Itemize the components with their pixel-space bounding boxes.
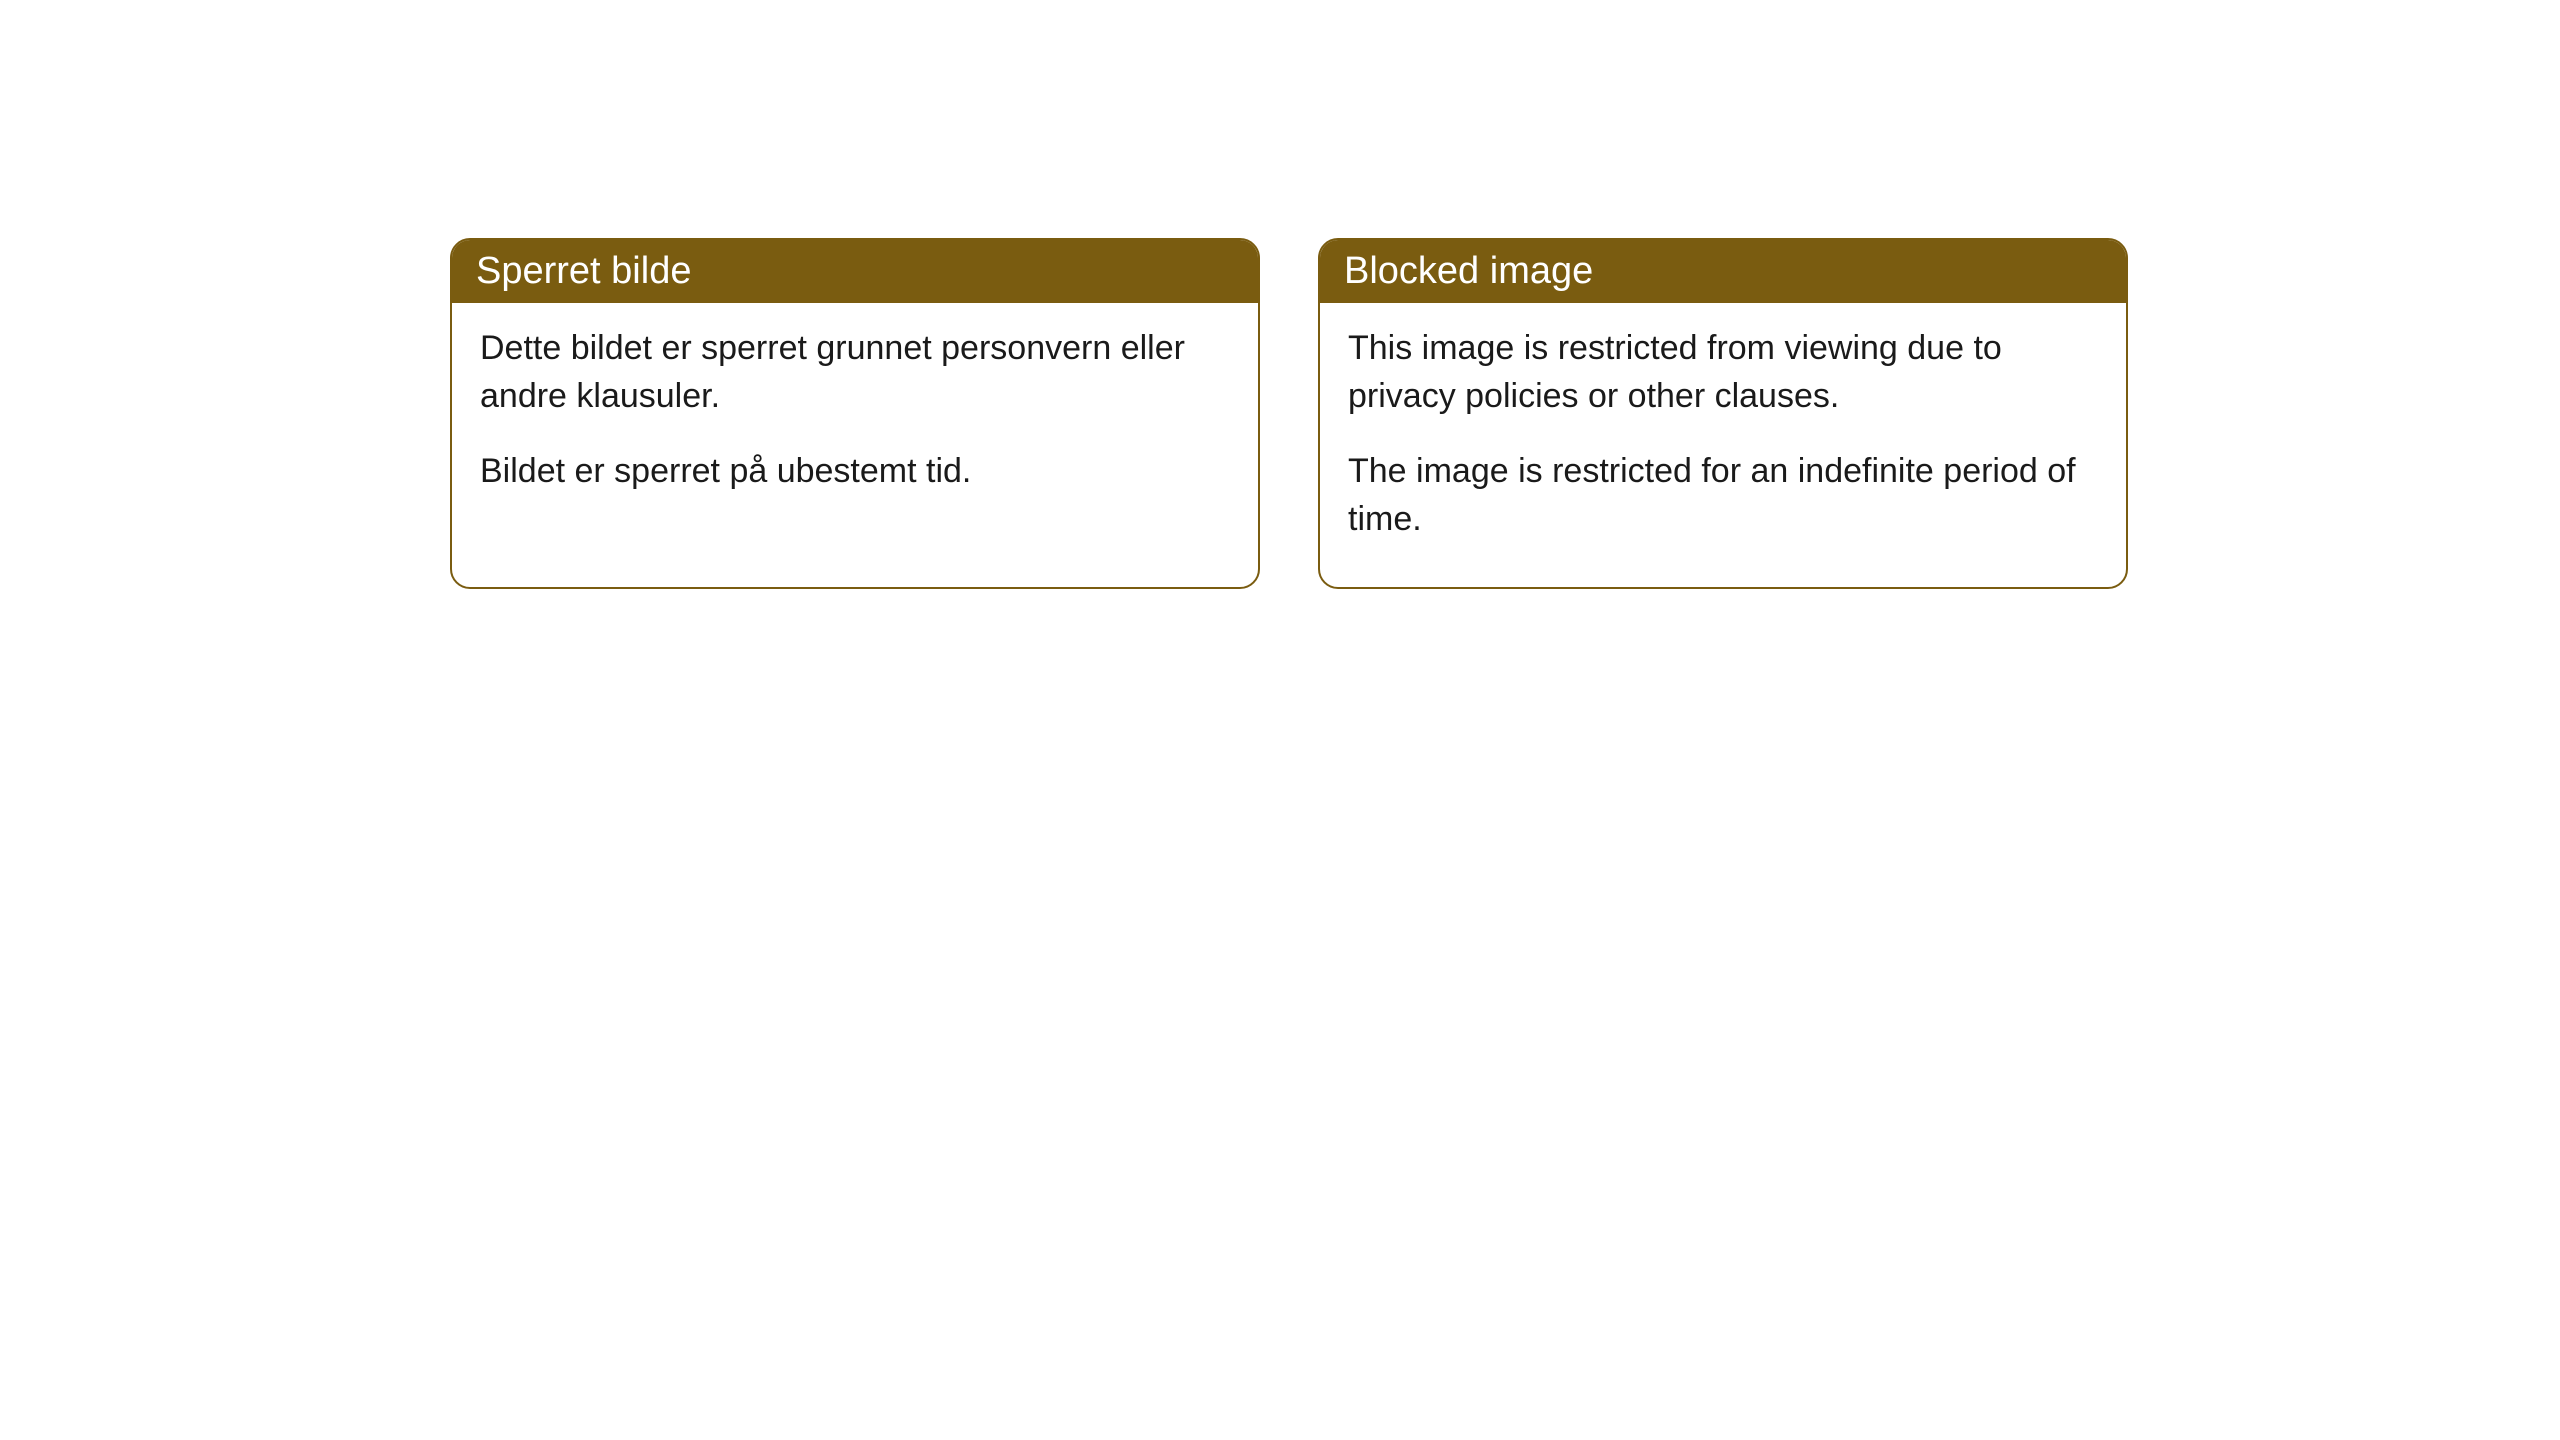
card-title: Blocked image	[1344, 250, 1593, 292]
card-norwegian: Sperret bilde Dette bildet er sperret gr…	[450, 238, 1260, 589]
card-body-norwegian: Dette bildet er sperret grunnet personve…	[452, 303, 1258, 540]
card-paragraph: This image is restricted from viewing du…	[1348, 325, 2098, 420]
card-title: Sperret bilde	[476, 250, 691, 292]
card-paragraph: Dette bildet er sperret grunnet personve…	[480, 325, 1230, 420]
card-header-english: Blocked image	[1320, 240, 2126, 303]
cards-container: Sperret bilde Dette bildet er sperret gr…	[450, 238, 2128, 589]
card-paragraph: Bildet er sperret på ubestemt tid.	[480, 448, 1230, 496]
card-body-english: This image is restricted from viewing du…	[1320, 303, 2126, 587]
card-header-norwegian: Sperret bilde	[452, 240, 1258, 303]
card-paragraph: The image is restricted for an indefinit…	[1348, 448, 2098, 543]
card-english: Blocked image This image is restricted f…	[1318, 238, 2128, 589]
